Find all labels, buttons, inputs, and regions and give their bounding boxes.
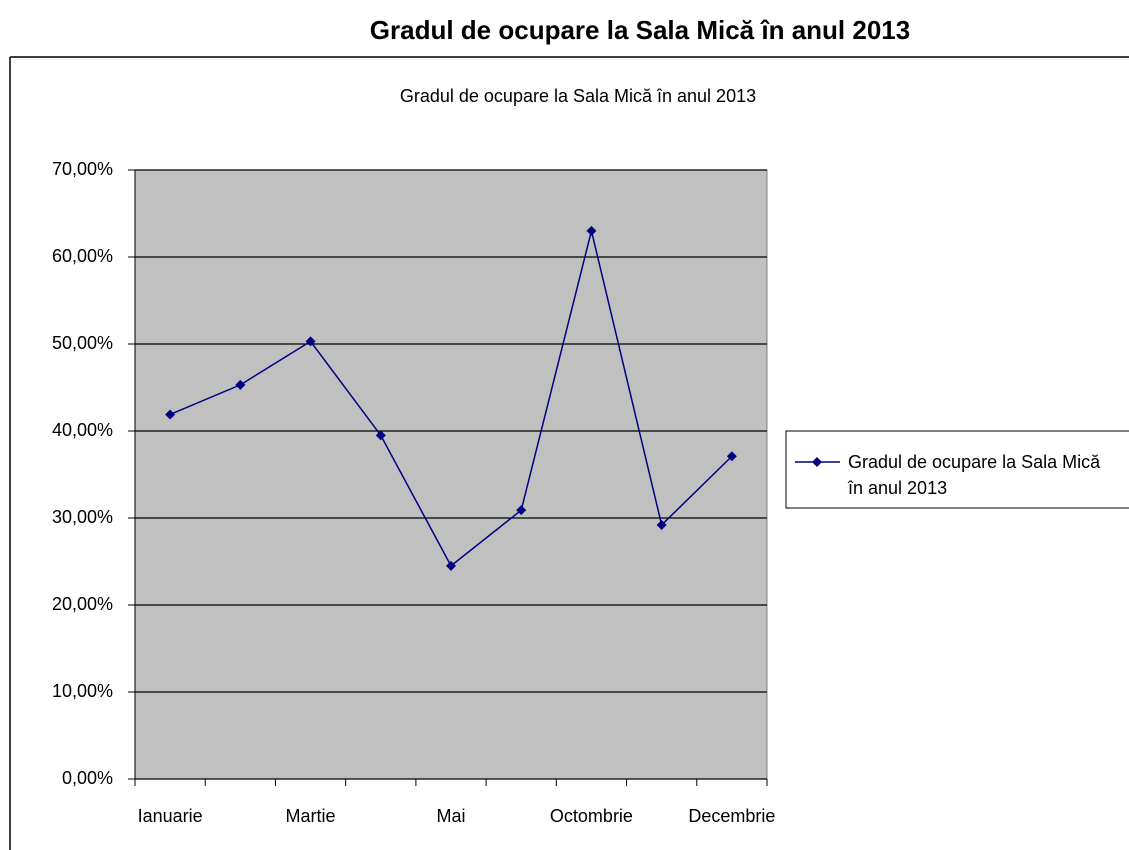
y-tick-label: 10,00% [52,681,113,701]
page-title: Gradul de ocupare la Sala Mică în anul 2… [370,15,910,45]
data-point [656,519,667,530]
y-tick-label: 40,00% [52,420,113,440]
data-point [726,451,737,462]
y-tick-label: 50,00% [52,333,113,353]
y-tick-label: 20,00% [52,594,113,614]
legend-marker [812,457,822,467]
legend-box [785,430,1129,509]
x-tick-label: Mai [436,806,465,826]
x-tick-label: Octombrie [550,806,633,826]
y-tick-label: 30,00% [52,507,113,527]
x-tick-label: Ianuarie [138,806,203,826]
y-tick-label: 70,00% [52,159,113,179]
data-point [375,430,386,441]
data-point [305,336,316,347]
data-point [516,505,527,516]
x-tick-label: Decembrie [688,806,775,826]
legend-label: Gradul de ocupare la Sala Mică în anul 2… [848,452,1101,498]
y-tick-label: 60,00% [52,246,113,266]
y-tick-label: 0,00% [62,768,113,788]
chart-title: Gradul de ocupare la Sala Mică în anul 2… [400,86,756,106]
data-point [235,379,246,390]
x-tick-label: Martie [286,806,336,826]
data-point [586,225,597,236]
plot-area [134,169,768,780]
data-point [165,409,176,420]
data-point [446,560,456,571]
